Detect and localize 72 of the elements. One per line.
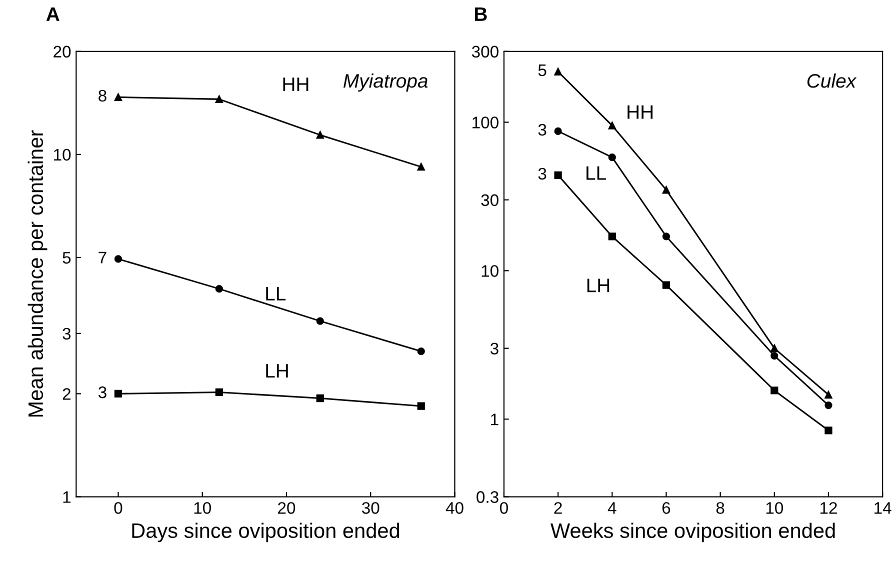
x-tick-label: 30 [362,502,380,514]
y-tick-label: 2 [62,388,70,400]
point [662,232,670,240]
y-tick-label: 0.3 [476,491,498,503]
point [770,386,778,394]
point [316,131,324,139]
point [316,317,324,325]
point [824,401,832,410]
x-tick-label: 4 [608,502,616,514]
y-tick-label: 30 [481,194,498,206]
point [770,344,778,352]
x-tick-label: 10 [194,502,211,514]
annotation: 3 [538,124,546,136]
series-label: LH [266,364,288,378]
chart-title: B [474,7,487,21]
point [215,388,224,396]
annotation: 7 [98,252,106,264]
y-tick-label: 3 [62,328,71,340]
series-label: LL [586,166,606,180]
x-tick-label: 12 [820,502,837,514]
y-tick-label: 5 [62,252,71,264]
y-tick-label: 1 [63,491,70,503]
point [608,122,616,130]
y-tick-label: 3 [490,342,498,355]
point [215,95,224,104]
x-tick-label: 2 [554,502,562,514]
point [114,390,122,398]
series-label: LL [266,287,286,300]
series-label: HH [628,105,653,119]
y-axis-title: Mean abundance per container [28,130,48,417]
annotation: 3 [538,168,546,180]
x-tick-label: 14 [874,502,892,514]
point [417,163,425,171]
point [824,426,832,434]
x-tick-label: 8 [716,502,724,514]
x-tick-label: 0 [500,502,508,514]
point [114,93,122,101]
point [554,171,562,179]
x-tick-label: 6 [662,502,670,514]
y-tick-label: 10 [54,148,71,161]
point [554,127,562,136]
y-tick-label: 20 [54,46,71,58]
annotation: Myiatropa [343,74,428,92]
point [608,154,616,162]
point [316,394,324,402]
series-label: LH [587,278,610,292]
point [417,402,425,410]
annotation: 3 [98,386,106,398]
x-tick-label: 40 [446,502,464,514]
point [417,348,425,356]
x-tick-label: 20 [278,502,296,514]
y-tick-label: 1 [491,414,498,426]
x-tick-label: 0 [114,502,122,514]
y-tick-label: 10 [482,265,498,277]
y-tick-label: 100 [472,116,498,128]
x-tick-label: 10 [766,502,784,514]
annotation: Culex [807,74,857,88]
point [662,186,670,194]
chart-title: A [46,7,60,21]
point [662,281,670,289]
point [824,390,832,399]
y-tick-label: 300 [472,46,498,58]
annotation: 8 [98,90,106,102]
x-axis-title: Days since oviposition ended [132,522,400,542]
point [608,232,616,240]
series-label: HH [283,78,308,91]
point [215,285,224,293]
annotation: 5 [538,64,546,76]
point [770,352,778,360]
x-axis-title: Weeks since oviposition ended [550,522,835,542]
point [114,255,122,263]
point [554,68,562,76]
